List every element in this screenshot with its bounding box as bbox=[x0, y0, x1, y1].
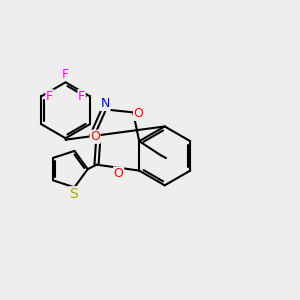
Text: F: F bbox=[62, 68, 69, 80]
Text: S: S bbox=[70, 187, 78, 201]
Text: O: O bbox=[134, 107, 143, 120]
Text: F: F bbox=[78, 90, 85, 103]
Text: F: F bbox=[46, 90, 53, 103]
Text: N: N bbox=[100, 98, 110, 110]
Text: O: O bbox=[90, 130, 100, 143]
Text: O: O bbox=[114, 167, 124, 180]
